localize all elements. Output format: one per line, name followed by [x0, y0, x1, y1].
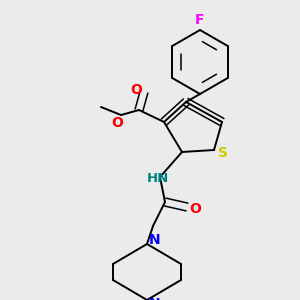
- Text: F: F: [195, 13, 205, 27]
- Text: HN: HN: [147, 172, 169, 185]
- Text: O: O: [111, 116, 123, 130]
- Text: N: N: [149, 233, 161, 247]
- Text: O: O: [130, 83, 142, 97]
- Text: S: S: [218, 146, 228, 160]
- Text: O: O: [189, 202, 201, 216]
- Text: N: N: [149, 297, 161, 300]
